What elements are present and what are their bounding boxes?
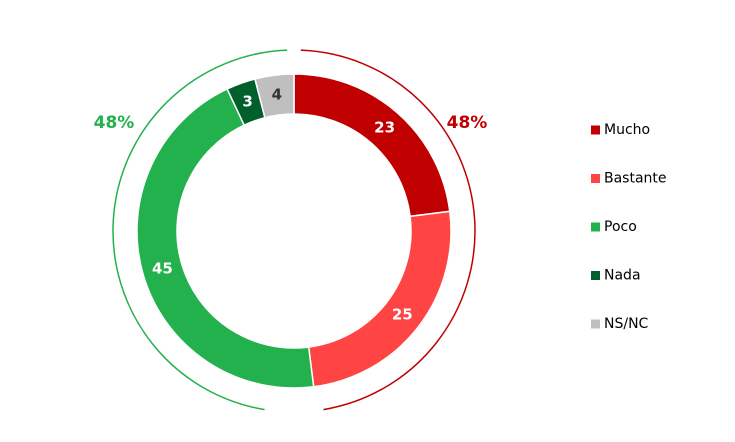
value-label: 23	[374, 119, 395, 137]
donut-segment	[136, 87, 315, 389]
legend-swatch	[591, 125, 600, 135]
legend-label: Mucho	[604, 122, 650, 138]
value-label: 4	[272, 86, 282, 104]
group-label: 48%	[94, 113, 135, 133]
value-label: 25	[392, 305, 413, 323]
legend-swatch	[591, 174, 600, 183]
group-label: 48%	[447, 113, 488, 133]
group-bracket	[300, 49, 476, 411]
legend-swatch	[591, 222, 600, 232]
legend-label: NS/NC	[604, 316, 649, 332]
donut-segment	[293, 73, 451, 218]
legend-label: Bastante	[604, 171, 667, 187]
group-bracket	[112, 49, 288, 411]
donut-segment	[254, 73, 295, 119]
donut-segment	[307, 210, 452, 388]
legend-swatch	[591, 319, 600, 329]
legend-label: Poco	[604, 219, 637, 235]
value-label: 45	[152, 260, 173, 278]
value-label: 3	[242, 93, 252, 111]
legend-label: Nada	[604, 268, 641, 284]
legend-swatch	[591, 271, 600, 280]
